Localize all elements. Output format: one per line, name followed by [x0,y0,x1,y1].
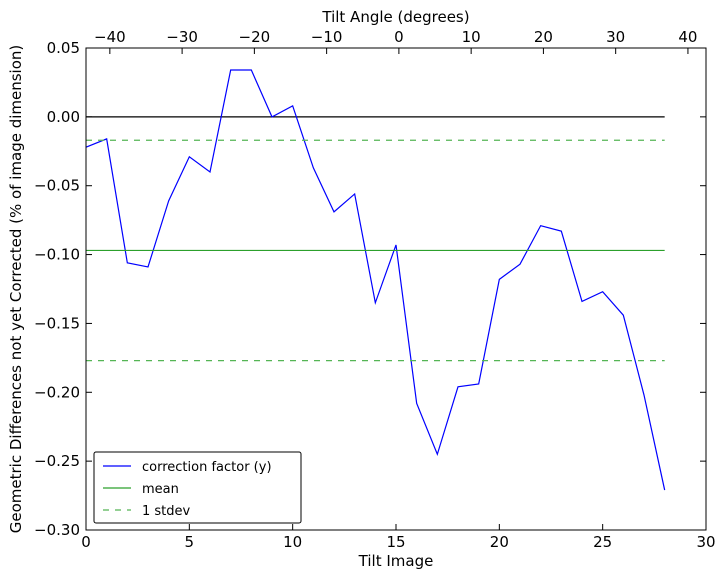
y-tick-label: −0.25 [34,452,80,470]
top-tick-label: −10 [311,28,343,46]
x-axis-label: Tilt Image [358,552,434,570]
plot-lines [85,69,666,491]
top-tick-label: 10 [462,28,481,46]
legend-label: mean [142,482,179,497]
tick-labels: 0 5 10 15 20 25 30 −40 −30 −20 −10 0 10 20 30 40 0.05 0.0… [34,28,716,551]
top-tick-label: −40 [94,28,126,46]
x-tick-label: 10 [283,533,302,551]
legend-label: 1 stdev [142,504,191,519]
top-tick-label: 20 [534,28,553,46]
top-tick-label: −30 [166,28,198,46]
legend-label: correction factor (y) [142,460,272,475]
series-line-correction-factor [85,69,666,491]
y-tick-label: −0.10 [34,246,80,264]
top-tick-label: 40 [678,28,697,46]
x-tick-label: 0 [81,533,91,551]
ticks [85,47,707,531]
y-axis-label: Geometric Differences not yet Corrected … [7,45,25,534]
legend-box [93,451,302,524]
x-tick-label: 5 [185,533,195,551]
y-tick-label: −0.15 [34,314,80,332]
x-tick-label: 25 [593,533,612,551]
y-tick-label: 0.05 [47,39,80,57]
x-tick-label: 20 [490,533,509,551]
legend: correction factor (y) mean 1 stdev [93,451,302,524]
x-tick-label: 30 [696,533,715,551]
top-tick-label: 30 [606,28,625,46]
top-tick-label: −20 [239,28,271,46]
top-tick-label: 0 [394,28,404,46]
y-tick-label: −0.30 [34,521,80,539]
y-tick-label: −0.20 [34,383,80,401]
top-axis-label: Tilt Angle (degrees) [321,8,469,26]
y-tick-label: −0.05 [34,177,80,195]
y-tick-label: 0.00 [47,108,80,126]
x-tick-label: 15 [386,533,405,551]
